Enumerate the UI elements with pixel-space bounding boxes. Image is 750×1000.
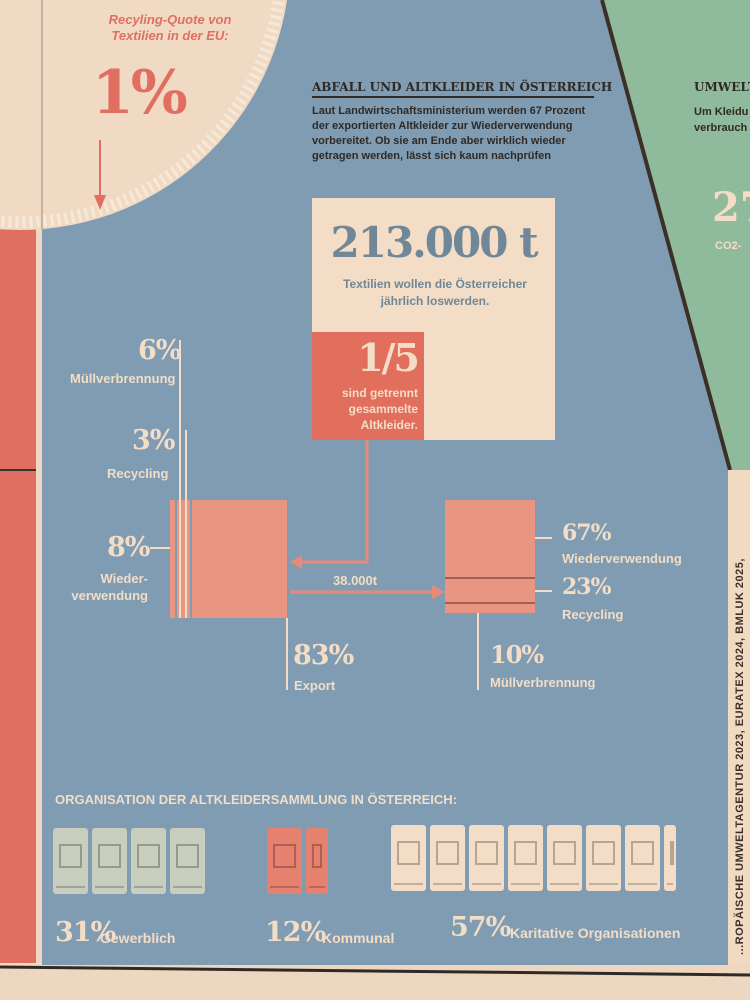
- page-title: ABFALL UND ALTKLEIDER IN ÖSTERREICH: [312, 80, 613, 94]
- eu-quote-circle: [0, 0, 287, 230]
- right-green-panel: [600, 0, 750, 470]
- separate-box: [312, 332, 424, 440]
- commercial-bins: [53, 828, 205, 894]
- separate-value: 1/5: [357, 335, 420, 380]
- export-reuse-value: 67%: [562, 520, 612, 546]
- total-value: 213.000 t: [330, 218, 539, 267]
- export-flow-label: 38.000t: [333, 573, 378, 588]
- charity-label: Karitative Organisationen: [510, 925, 681, 941]
- export-share-value: 83%: [293, 640, 354, 671]
- bin-icon: [586, 825, 621, 891]
- bin-icon: [664, 825, 676, 891]
- domestic-recycling-label: Recycling: [107, 466, 169, 481]
- left-red-strip: [0, 228, 36, 963]
- export-incineration-label: Müllverbrennung: [490, 675, 596, 690]
- charity-bins: [391, 825, 676, 891]
- eu-quote-label: Recyling-Quote von Textilien in der EU:: [108, 12, 232, 43]
- municipal-value: 12%: [265, 917, 326, 948]
- right-panel-number: 27: [712, 184, 750, 231]
- bin-icon: [469, 825, 504, 891]
- domestic-box: [170, 500, 287, 618]
- source-note: ...ROPÄISCHE UMWELTAGENTUR 2023, EURATEX…: [734, 558, 746, 955]
- right-panel-unit: CO2-: [715, 240, 742, 252]
- eu-quote-value: 1%: [92, 58, 188, 128]
- municipal-label: Kommunal: [322, 930, 395, 946]
- export-recycling-label: Recycling: [562, 607, 624, 622]
- right-panel-title: UMWELT: [694, 80, 750, 94]
- bin-icon: [391, 825, 426, 891]
- bin-icon: [625, 825, 660, 891]
- commercial-value: 31%: [55, 917, 116, 948]
- intro-text: Laut Landwirtschaftsministerium werden 6…: [312, 105, 586, 162]
- separate-caption: sind getrennt gesammelte Altkleider.: [341, 386, 418, 432]
- organisation-title: ORGANISATION DER ALTKLEIDERSAMMLUNG IN Ö…: [55, 792, 458, 807]
- total-caption: Textilien wollen die Österreicher jährli…: [343, 277, 527, 308]
- bin-icon: [92, 828, 127, 894]
- commercial-label: Gewerblich: [100, 930, 176, 946]
- bin-icon: [267, 828, 302, 894]
- bin-icon: [306, 828, 328, 894]
- right-panel-text-2: verbrauch: [694, 122, 748, 134]
- municipal-bins: [267, 828, 328, 894]
- right-panel-text-1: Um Kleidu: [694, 106, 749, 118]
- bin-icon: [53, 828, 88, 894]
- domestic-incineration-label: Müllverbrennung: [70, 371, 176, 386]
- bin-icon: [547, 825, 582, 891]
- bin-icon: [508, 825, 543, 891]
- export-incineration-value: 10%: [490, 640, 544, 669]
- bin-icon: [131, 828, 166, 894]
- domestic-recycling-value: 3%: [132, 425, 175, 456]
- export-share-label: Export: [294, 678, 336, 693]
- domestic-reuse-label: Wieder-verwendung: [71, 571, 148, 603]
- domestic-reuse-value: 8%: [107, 532, 150, 563]
- bin-icon: [170, 828, 205, 894]
- export-reuse-label: Wiederverwendung: [562, 551, 682, 566]
- charity-value: 57%: [450, 912, 511, 943]
- bin-icon: [430, 825, 465, 891]
- export-recycling-value: 23%: [562, 574, 612, 600]
- export-box: [445, 500, 535, 613]
- domestic-incineration-value: 6%: [138, 335, 181, 366]
